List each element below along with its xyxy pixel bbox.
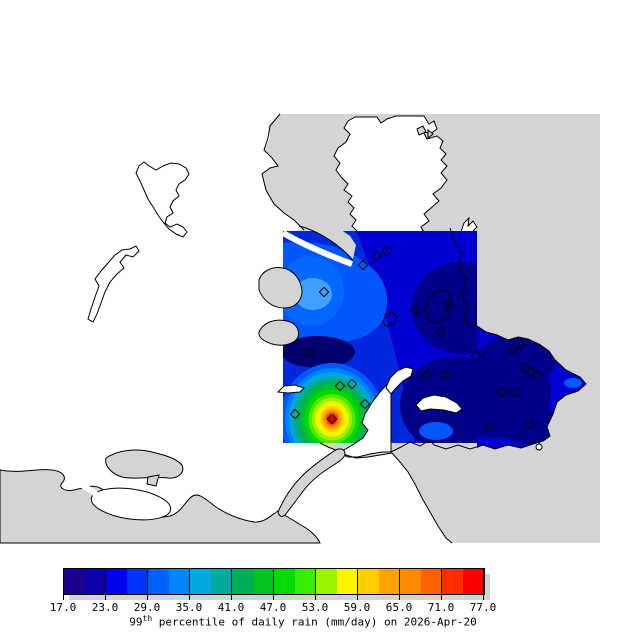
- station-marker: [443, 300, 455, 312]
- station-marker: [334, 380, 346, 392]
- colorbar-segment: [421, 569, 442, 594]
- island-outlines: [382, 289, 452, 327]
- station-marker: [439, 369, 451, 381]
- colorbar-caption: 99th percentile of daily rain (mm/day) o…: [0, 614, 606, 629]
- colorbar-tick-label: 59.0: [343, 601, 371, 614]
- colorbar-tick: [231, 568, 232, 600]
- station-marker: [359, 398, 371, 410]
- colorbar-segment: [316, 569, 337, 594]
- station-marker: [409, 304, 421, 316]
- station-marker: [524, 419, 536, 431]
- colorbar-tick: [399, 568, 400, 600]
- colorbar-tick: [273, 568, 274, 600]
- colorbar-segment: [442, 569, 463, 594]
- caption-number: 99: [129, 615, 143, 629]
- colorbar-segment: [148, 569, 169, 594]
- colorbar-tick: [315, 568, 316, 600]
- station-marker: [371, 250, 383, 262]
- colorbar-segment: [64, 569, 85, 594]
- colorbar-tick-label: 77.0: [469, 601, 497, 614]
- station-marker: [509, 386, 521, 398]
- metchosin-tip-gray: [277, 448, 346, 517]
- colorbar-segment: [253, 569, 274, 594]
- station-marker: [531, 369, 543, 381]
- cape-upper-coastline: [298, 225, 354, 262]
- coastlines: [261, 113, 587, 544]
- outline-islands-west: [87, 161, 190, 323]
- colorbar-tick: [357, 568, 358, 600]
- landmass-southwest-gray: [0, 448, 346, 544]
- cape-upper-gray: [299, 222, 356, 259]
- islet-west-white: [276, 384, 305, 394]
- station-marker: [435, 326, 447, 338]
- colorbar: [63, 568, 485, 595]
- harbour-inlets-white: [340, 366, 543, 458]
- station-marker: [483, 421, 495, 433]
- colorbar-tick: [105, 568, 106, 600]
- station-marker: [304, 346, 316, 358]
- colorbar-segment: [232, 569, 253, 594]
- colorbar-tick-label: 71.0: [427, 601, 455, 614]
- inlet-channel-white: [281, 230, 354, 267]
- colorbar-tick: [441, 568, 442, 600]
- station-marker: [326, 413, 338, 425]
- station-marker: [318, 286, 330, 298]
- colorbar-tick: [147, 568, 148, 600]
- colorbar-segment: [169, 569, 190, 594]
- colorbar-segment: [106, 569, 127, 594]
- station-marker: [515, 339, 527, 351]
- station-marker: [496, 386, 508, 398]
- colorbar-segment: [211, 569, 232, 594]
- caption-superscript: th: [142, 614, 153, 623]
- station-marker: [506, 344, 518, 356]
- east-sooke-gray: [105, 449, 184, 479]
- cape-lower-gray: [258, 267, 303, 309]
- colorbar-segment: [358, 569, 379, 594]
- colorbar-segment: [463, 569, 484, 594]
- colorbar-tick-label: 29.0: [133, 601, 161, 614]
- station-marker: [346, 378, 358, 390]
- caption-text: percentile of daily rain (mm/day) on 202…: [152, 615, 477, 629]
- colorbar-tick: [189, 568, 190, 600]
- colorbar-segment: [337, 569, 358, 594]
- colorbar-tick-label: 41.0: [217, 601, 245, 614]
- colorbar-segment: [295, 569, 316, 594]
- colorbar-tick-label: 53.0: [301, 601, 329, 614]
- colorbar-tick: [483, 568, 484, 600]
- saanich-inlet-white: [333, 115, 478, 233]
- colorbar-segment: [190, 569, 211, 594]
- station-marker: [357, 259, 369, 271]
- colorbar-segment: [274, 569, 295, 594]
- station-marker: [381, 245, 393, 257]
- colorbar-tick-label: 35.0: [175, 601, 203, 614]
- station-marker: [289, 408, 301, 420]
- sooke-basin-white: [90, 487, 172, 521]
- station-markers: [289, 245, 543, 433]
- colorbar-tick-label: 23.0: [91, 601, 119, 614]
- colorbar-segment: [85, 569, 106, 594]
- colorbar-tick: [63, 568, 64, 600]
- colorbar-segment: [379, 569, 400, 594]
- colorbar-segment: [127, 569, 148, 594]
- colorbar-tick-label: 65.0: [385, 601, 413, 614]
- colorbar-segment: [400, 569, 421, 594]
- colorbar-tick-label: 17.0: [49, 601, 77, 614]
- islet-gray: [146, 474, 160, 487]
- station-marker: [470, 350, 482, 362]
- cape-west-gray: [258, 319, 299, 346]
- basin-channel-white: [68, 474, 98, 497]
- station-marker: [421, 369, 433, 381]
- colorbar-tick-label: 47.0: [259, 601, 287, 614]
